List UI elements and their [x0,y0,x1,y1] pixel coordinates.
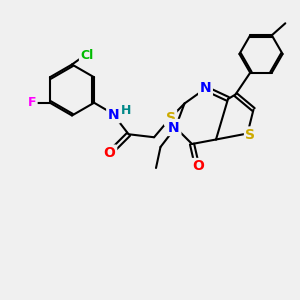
Text: N: N [168,121,180,134]
Text: Cl: Cl [80,49,94,62]
Text: N: N [108,108,119,122]
Text: S: S [166,111,176,125]
Text: F: F [28,96,36,109]
Text: H: H [121,104,131,117]
Text: O: O [192,160,204,173]
Text: O: O [104,146,116,160]
Text: S: S [245,128,256,142]
Text: N: N [200,82,211,95]
